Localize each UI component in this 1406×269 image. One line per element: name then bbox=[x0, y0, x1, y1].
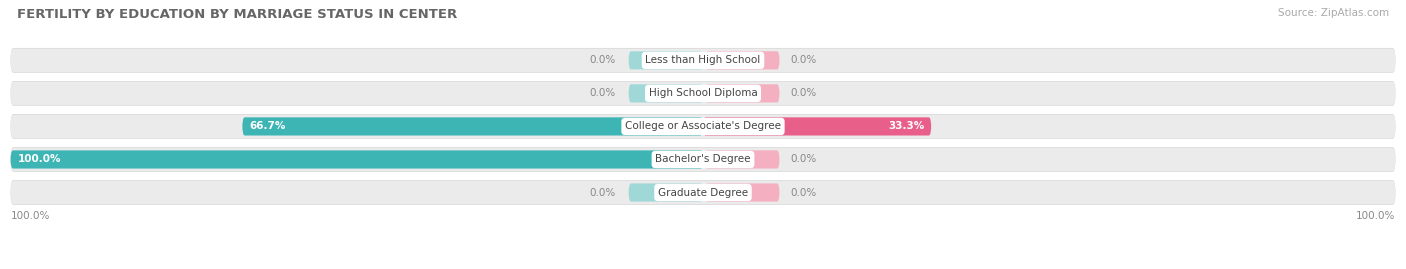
FancyBboxPatch shape bbox=[10, 49, 1396, 72]
Text: 100.0%: 100.0% bbox=[10, 211, 49, 221]
FancyBboxPatch shape bbox=[10, 180, 1396, 205]
Text: 0.0%: 0.0% bbox=[790, 55, 817, 65]
FancyBboxPatch shape bbox=[10, 114, 1396, 139]
Text: 0.0%: 0.0% bbox=[790, 89, 817, 98]
Text: 100.0%: 100.0% bbox=[17, 154, 60, 164]
FancyBboxPatch shape bbox=[628, 183, 703, 201]
FancyBboxPatch shape bbox=[704, 51, 779, 69]
FancyBboxPatch shape bbox=[704, 183, 779, 201]
Text: FERTILITY BY EDUCATION BY MARRIAGE STATUS IN CENTER: FERTILITY BY EDUCATION BY MARRIAGE STATU… bbox=[17, 8, 457, 21]
Text: Source: ZipAtlas.com: Source: ZipAtlas.com bbox=[1278, 8, 1389, 18]
Text: 66.7%: 66.7% bbox=[249, 121, 285, 132]
FancyBboxPatch shape bbox=[628, 51, 703, 69]
Text: 33.3%: 33.3% bbox=[889, 121, 924, 132]
Text: 0.0%: 0.0% bbox=[790, 154, 817, 164]
Text: 0.0%: 0.0% bbox=[589, 55, 616, 65]
FancyBboxPatch shape bbox=[10, 147, 1396, 172]
Text: High School Diploma: High School Diploma bbox=[648, 89, 758, 98]
FancyBboxPatch shape bbox=[704, 84, 779, 102]
FancyBboxPatch shape bbox=[10, 115, 1396, 138]
FancyBboxPatch shape bbox=[10, 82, 1396, 105]
Text: 0.0%: 0.0% bbox=[589, 89, 616, 98]
Text: 0.0%: 0.0% bbox=[589, 187, 616, 197]
FancyBboxPatch shape bbox=[10, 81, 1396, 106]
Text: 100.0%: 100.0% bbox=[1357, 211, 1396, 221]
FancyBboxPatch shape bbox=[10, 148, 1396, 171]
Text: Graduate Degree: Graduate Degree bbox=[658, 187, 748, 197]
Text: 0.0%: 0.0% bbox=[790, 187, 817, 197]
FancyBboxPatch shape bbox=[628, 84, 703, 102]
Text: Bachelor's Degree: Bachelor's Degree bbox=[655, 154, 751, 164]
FancyBboxPatch shape bbox=[242, 117, 703, 136]
Text: Less than High School: Less than High School bbox=[645, 55, 761, 65]
FancyBboxPatch shape bbox=[10, 181, 1396, 204]
Text: College or Associate's Degree: College or Associate's Degree bbox=[626, 121, 780, 132]
FancyBboxPatch shape bbox=[703, 117, 931, 136]
FancyBboxPatch shape bbox=[10, 48, 1396, 73]
FancyBboxPatch shape bbox=[10, 150, 703, 169]
FancyBboxPatch shape bbox=[704, 150, 779, 169]
